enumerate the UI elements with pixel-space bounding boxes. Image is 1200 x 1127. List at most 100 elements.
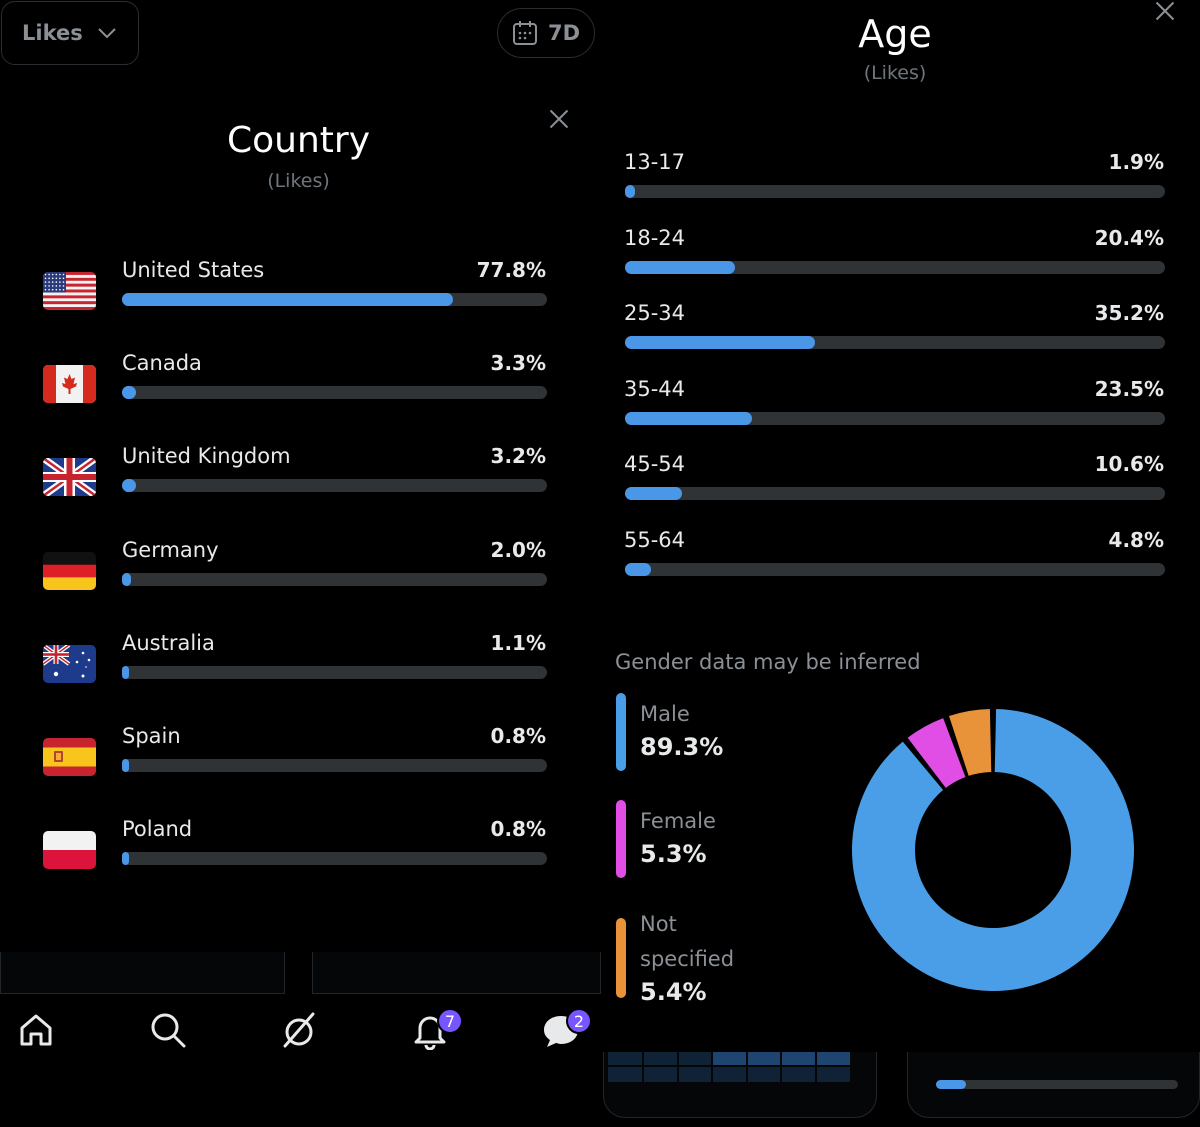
unspecified-swatch	[616, 918, 626, 998]
preview-track	[936, 1080, 1178, 1089]
close-icon[interactable]	[1154, 0, 1176, 22]
country-name: Canada	[122, 351, 202, 376]
background-card	[0, 952, 285, 994]
country-percent: 0.8%	[490, 817, 546, 842]
uk-flag-icon	[43, 458, 96, 497]
age-percent: 10.6%	[1094, 452, 1164, 476]
home-icon[interactable]	[16, 1010, 56, 1050]
age-row: 45-54 10.6%	[603, 452, 1200, 527]
age-range-label: 55-64	[624, 527, 686, 552]
country-row: United Kingdom 3.2%	[0, 436, 601, 529]
country-name: Poland	[122, 817, 193, 842]
country-row: Poland 0.8%	[0, 809, 601, 902]
donut-slice-not-specified	[949, 709, 992, 776]
country-row: Canada 3.3%	[0, 343, 601, 436]
country-percent: 3.2%	[490, 444, 546, 469]
age-percent: 35.2%	[1094, 301, 1164, 325]
age-bar-track	[625, 562, 1165, 576]
age-bar-track	[625, 260, 1165, 274]
canada-flag-icon	[43, 365, 96, 404]
country-row: United States 77.8%	[0, 250, 601, 343]
country-percent: 3.3%	[490, 351, 546, 376]
close-icon[interactable]	[548, 108, 570, 130]
country-name: Spain	[122, 724, 181, 748]
age-subtitle: (Likes)	[863, 62, 927, 84]
country-bar-track	[122, 852, 547, 866]
notifications-icon[interactable]	[410, 1010, 450, 1050]
age-bar-track	[625, 411, 1165, 425]
poland-flag-icon	[43, 831, 96, 870]
country-bar-fill	[122, 479, 136, 493]
country-row: Australia 1.1%	[0, 623, 601, 716]
country-bar-track	[122, 386, 547, 400]
grok-icon[interactable]	[279, 1010, 319, 1050]
age-bar-fill	[625, 411, 752, 425]
country-percent: 0.8%	[490, 724, 546, 748]
age-gender-panel: Age (Likes) 13-17 1.9% 18-24 20.4% 25-34 35.2…	[603, 0, 1200, 1127]
legend-female-label: Female	[640, 809, 716, 833]
legend-female-value: 5.3%	[640, 840, 707, 868]
age-range-label: 35-44	[624, 376, 686, 401]
country-bar-fill	[122, 665, 129, 679]
metric-dropdown[interactable]: Likes	[1, 1, 139, 65]
donut-slice-male	[852, 709, 1134, 991]
us-flag-icon	[43, 272, 96, 310]
background-card	[312, 952, 601, 994]
country-bar-track	[122, 479, 547, 493]
date-range-button[interactable]: 7D	[497, 8, 595, 58]
list-fade	[0, 880, 601, 912]
country-name: United States	[122, 258, 265, 282]
age-row: 13-17 1.9%	[603, 150, 1200, 225]
age-range-label: 18-24	[624, 225, 686, 250]
country-name: Germany	[122, 537, 219, 562]
messages-badge: 2	[566, 1008, 592, 1034]
age-row: 55-64 4.8%	[603, 528, 1200, 603]
legend-unspecified-label-line2: specified	[640, 947, 735, 971]
age-range-label: 25-34	[624, 301, 686, 325]
gender-note: Gender data may be inferred	[615, 650, 921, 674]
country-sheet: Country (Likes) United States 77.8% Canada…	[0, 80, 601, 952]
age-percent: 23.5%	[1094, 376, 1164, 401]
age-percent: 4.8%	[1108, 527, 1164, 552]
age-bar-fill	[625, 260, 736, 274]
country-bar-track	[122, 665, 547, 679]
country-bar-fill	[122, 852, 129, 866]
age-row: 35-44 23.5%	[603, 377, 1200, 452]
country-bar-fill	[122, 572, 131, 586]
age-row: 25-34 35.2%	[603, 301, 1200, 376]
country-row: Spain 0.8%	[0, 716, 601, 809]
country-bar-track	[122, 759, 547, 772]
age-percent: 1.9%	[1108, 150, 1164, 174]
country-subtitle: (Likes)	[267, 170, 330, 192]
country-bar-track	[122, 293, 547, 306]
age-percent: 20.4%	[1094, 225, 1164, 250]
age-bar-track	[625, 487, 1165, 500]
age-range-label: 13-17	[624, 150, 686, 174]
age-title: Age	[858, 12, 932, 56]
australia-flag-icon	[43, 644, 96, 683]
country-bar-track	[122, 572, 547, 586]
country-title: Country	[226, 120, 370, 161]
country-percent: 2.0%	[490, 537, 546, 562]
country-name: Australia	[122, 630, 215, 655]
country-bar-fill	[122, 386, 137, 400]
legend-male-label: Male	[640, 702, 690, 726]
bottom-nav: 7 2	[0, 994, 601, 1127]
age-bar-fill	[625, 185, 636, 198]
heatmap-preview	[608, 1052, 850, 1082]
legend-male-value: 89.3%	[640, 733, 724, 761]
donut-slice-female	[907, 718, 966, 788]
country-percent: 77.8%	[476, 258, 546, 282]
germany-flag-icon	[43, 551, 96, 590]
age-row: 18-24 20.4%	[603, 226, 1200, 301]
male-swatch	[616, 693, 626, 771]
country-percent: 1.1%	[490, 630, 546, 655]
spain-flag-icon	[43, 738, 96, 776]
search-icon[interactable]	[148, 1010, 188, 1050]
age-bar-fill	[625, 562, 651, 576]
legend-unspecified-value: 5.4%	[640, 978, 707, 1006]
date-range-label: 7D	[547, 21, 581, 45]
country-list: United States 77.8% Canada 3.3% United Kingd…	[0, 240, 601, 912]
age-range-label: 45-54	[624, 452, 686, 476]
country-row: Germany 2.0%	[0, 530, 601, 623]
